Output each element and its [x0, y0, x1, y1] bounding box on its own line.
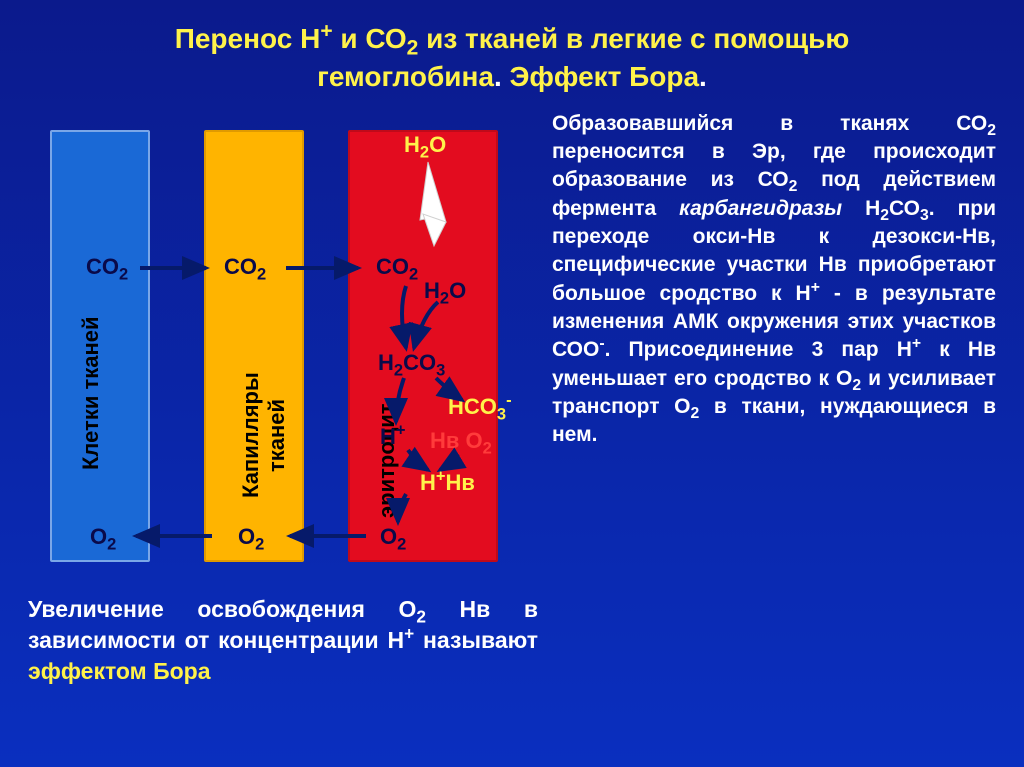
arrow-hplus-hphv	[408, 450, 428, 470]
body-paragraph: Образовавшийся в тканях СО2 переносится …	[552, 110, 996, 687]
arrow-hvo2-hphv	[440, 454, 458, 470]
slide-title: Перенос Н+ и СО2 из тканей в легкие с по…	[28, 20, 996, 96]
arrow-to-o2	[398, 494, 406, 522]
big-white-arrow	[420, 162, 446, 246]
arrow-h2o-h2co3	[414, 302, 438, 348]
slide: Перенос Н+ и СО2 из тканей в легкие с по…	[0, 0, 1024, 767]
arrow-h2co3-hco3	[436, 378, 462, 400]
arrows-svg	[28, 110, 538, 580]
arrow-co2-h2co3	[402, 286, 406, 348]
left-column: Клетки тканей Капилляры тканей эритроцит…	[28, 110, 538, 687]
content-row: Клетки тканей Капилляры тканей эритроцит…	[28, 110, 996, 687]
diagram: Клетки тканей Капилляры тканей эритроцит…	[28, 110, 538, 580]
caption: Увеличение освобождения О2 Нв в зависимо…	[28, 594, 538, 687]
arrow-h2co3-hplus	[396, 378, 404, 422]
